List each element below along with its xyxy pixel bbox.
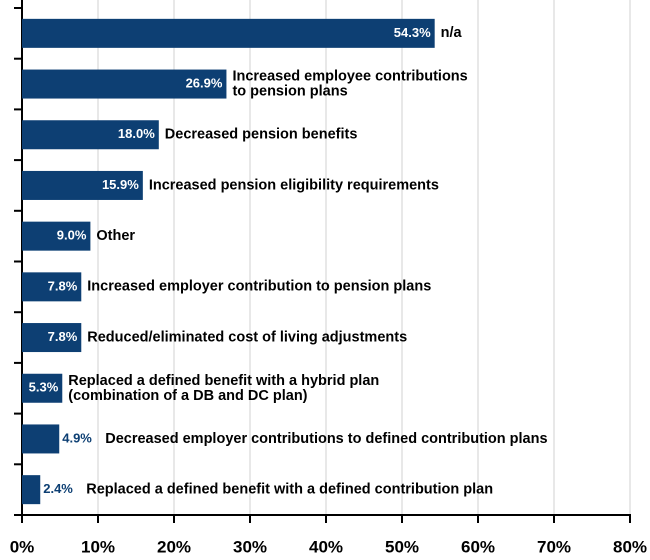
x-tick-label: 10% [81,537,115,556]
value-label: 4.9% [62,430,92,445]
category-label: Increased pension eligibility requiremen… [149,177,439,193]
x-tick-label: 30% [233,537,267,556]
category-label: Other [96,228,135,244]
value-label: 9.0% [57,228,87,243]
value-label: 26.9% [186,75,223,90]
bar [22,120,159,150]
bar [22,475,41,505]
category-label: n/a [441,25,463,41]
value-label: 5.3% [29,380,59,395]
bar [22,272,82,302]
x-tick-label: 60% [461,537,495,556]
value-label: 18.0% [118,126,155,141]
x-tick-label: 70% [537,537,571,556]
x-tick-label: 50% [385,537,419,556]
category-label: Increased employer contribution to pensi… [87,279,431,295]
bar [22,18,435,48]
bar [22,221,91,251]
category-label: Increased employee contributions to pensi… [232,68,467,99]
value-label: 15.9% [102,177,139,192]
category-label: Reduced/eliminated cost of living adjust… [87,329,407,345]
bar [22,323,82,353]
category-label: Replaced a defined benefit with a define… [86,481,493,497]
category-label: Decreased employer contributions to defi… [105,431,547,447]
x-tick-label: 0% [10,537,35,556]
value-label: 2.4% [43,481,73,496]
value-label: 7.8% [48,329,78,344]
bar [22,69,227,99]
x-tick-label: 20% [157,537,191,556]
category-label: Decreased pension benefits [165,127,358,143]
value-label: 54.3% [394,25,431,40]
value-label: 7.8% [48,278,78,293]
bar [22,424,60,454]
x-tick-label: 80% [613,537,647,556]
bar [22,170,143,200]
bar [22,373,63,403]
x-tick-label: 40% [309,537,343,556]
category-label: Replaced a defined benefit with a hybrid… [68,373,379,404]
